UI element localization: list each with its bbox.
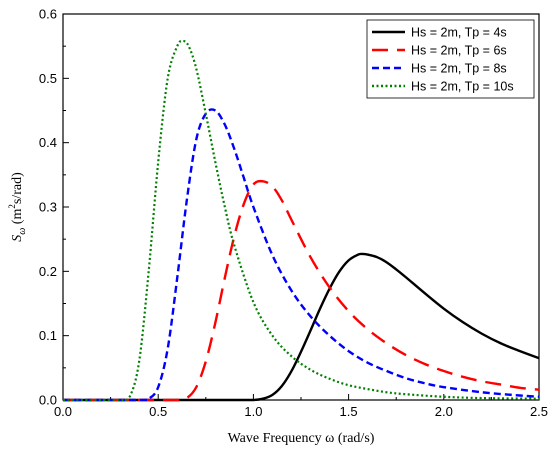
series-line-1 [63, 252, 540, 402]
y-axis-title: Sω (m2s/rad) [7, 172, 28, 242]
legend-label-2: Hs = 2m, Tp = 6s [411, 44, 507, 58]
y-axis-title-unit-superscript: 2 [7, 204, 17, 209]
x-tick-label: 0.5 [149, 404, 167, 419]
series-line-4 [63, 39, 540, 402]
x-tick-label: 0.0 [54, 404, 72, 419]
axis-ticks: 0.0 0.5 1.0 1.5 2.0 2.5 0.0 0.1 0.2 0.3 0.4 0.5 0.6 [39, 7, 548, 420]
series-layer [63, 39, 540, 402]
y-tick-label: 0.4 [39, 135, 57, 150]
x-axis-title: Wave Frequency ω (rad/s) [228, 431, 375, 446]
x-tick-label: 1.0 [244, 404, 262, 419]
series-line-3 [63, 108, 540, 402]
chart-legend: Hs = 2m, Tp = 4s Hs = 2m, Tp = 6s Hs = 2m,… [366, 19, 535, 99]
y-tick-label: 0.3 [39, 200, 57, 215]
legend-label-4: Hs = 2m, Tp = 10s [411, 80, 514, 94]
y-tick-label: 0.2 [39, 264, 57, 279]
x-tick-label: 1.5 [340, 404, 358, 419]
x-tick-label: 2.0 [435, 404, 453, 419]
y-tick-label: 0.0 [39, 393, 57, 408]
legend-label-3: Hs = 2m, Tp = 8s [411, 62, 507, 76]
y-axis-title-unit-close: s/rad) [10, 172, 25, 204]
legend-label-1: Hs = 2m, Tp = 4s [411, 26, 507, 40]
y-axis-title-variable: S [10, 235, 25, 242]
y-tick-label: 0.5 [39, 71, 57, 86]
y-tick-label: 0.1 [39, 328, 57, 343]
y-axis-title-unit-open: (m [10, 209, 25, 228]
y-axis-title-subscript: ω [17, 228, 28, 235]
x-tick-label: 2.5 [530, 404, 548, 419]
y-tick-label: 0.6 [39, 7, 57, 22]
